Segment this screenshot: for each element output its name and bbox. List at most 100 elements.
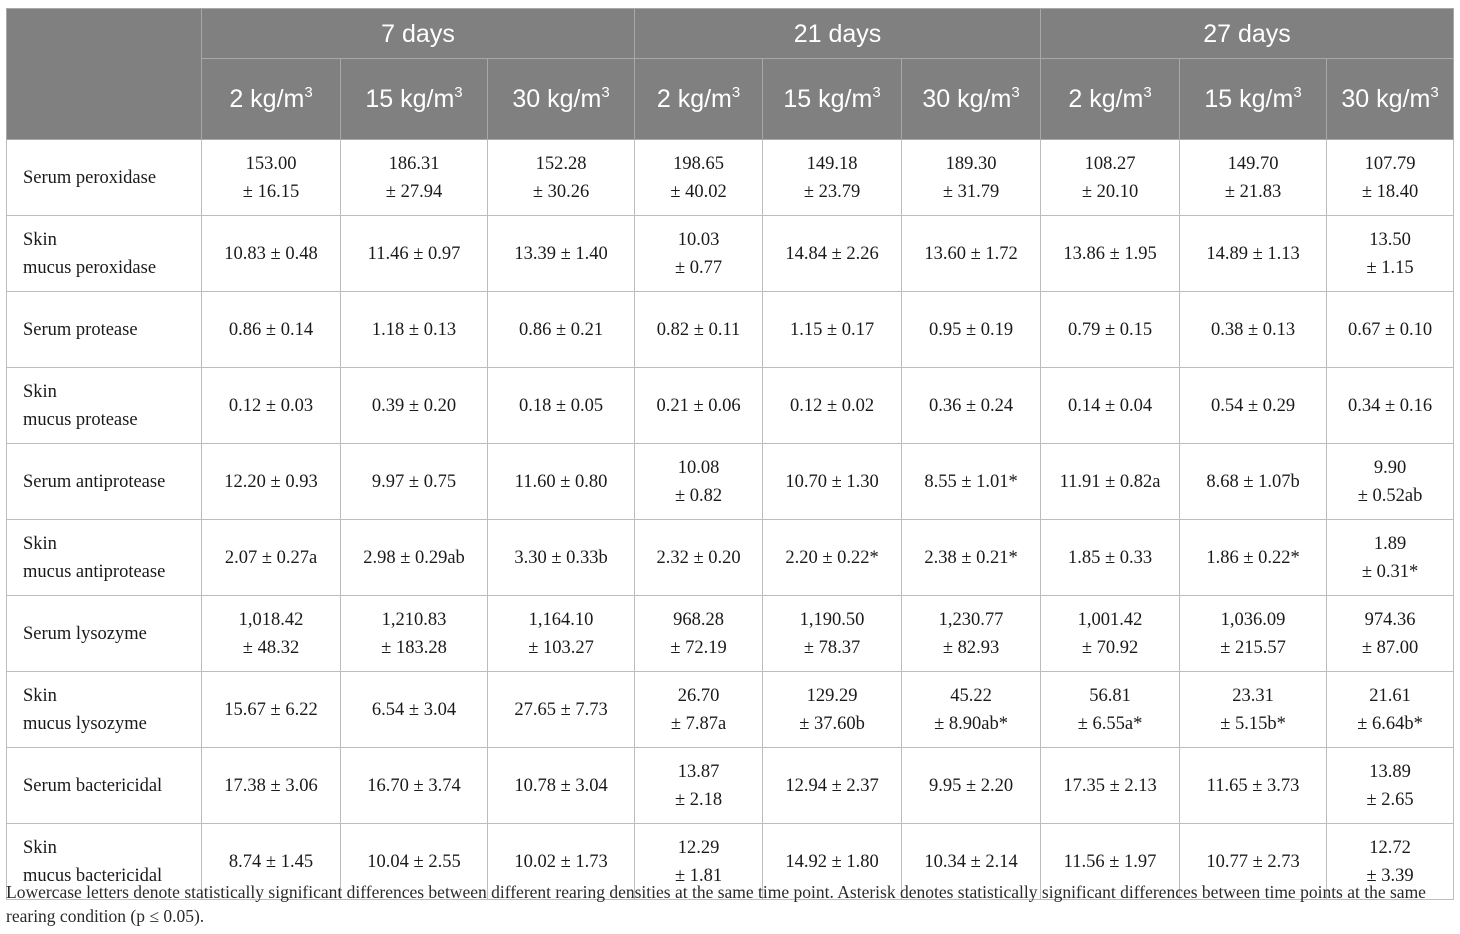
density-value: 30 kg/m bbox=[1341, 85, 1431, 113]
value-cell: 13.60 ± 1.72 bbox=[901, 215, 1042, 292]
value-text: 14.84 ± 2.26 bbox=[785, 243, 879, 264]
density-value: 2 kg/m bbox=[1068, 85, 1144, 113]
value-text: 27.65 ± 7.73 bbox=[514, 699, 608, 720]
value-cell: 10.34 ± 2.14 bbox=[901, 823, 1042, 900]
density-header-cell: 15 kg/m3 bbox=[762, 58, 903, 140]
value-cell: 56.81 ± 6.55a* bbox=[1040, 671, 1181, 748]
value-cell: 1,001.42 ± 70.92 bbox=[1040, 595, 1181, 672]
table-row: Skin mucus protease 0.12 ± 0.03 0.39 ± 0.20… bbox=[6, 367, 1455, 444]
value-text: 14.89 ± 1.13 bbox=[1206, 243, 1300, 264]
value-text: 13.60 ± 1.72 bbox=[924, 243, 1018, 264]
value-cell: 9.95 ± 2.20 bbox=[901, 747, 1042, 824]
value-cell: 12.94 ± 2.37 bbox=[762, 747, 903, 824]
density-header-cell: 30 kg/m3 bbox=[486, 58, 636, 140]
value-cell: 2.98 ± 0.29ab bbox=[340, 519, 488, 596]
value-text: 10.08 bbox=[677, 457, 720, 478]
value-cell: 0.34 ± 0.16 bbox=[1326, 367, 1455, 444]
value-cell: 1.15 ± 0.17 bbox=[762, 291, 903, 368]
value-cell: 26.70 ± 7.87a bbox=[634, 671, 764, 748]
value-cell: 45.22 ± 8.90ab* bbox=[901, 671, 1042, 748]
value-cell: 2.32 ± 0.20 bbox=[634, 519, 764, 596]
value-text: 45.22 bbox=[950, 685, 992, 706]
row-label-cell: Serum lysozyme bbox=[6, 595, 202, 672]
table-row: Skin mucus peroxidase 10.83 ± 0.48 11.46 ± … bbox=[6, 215, 1455, 292]
value-text: 1,001.42 bbox=[1077, 609, 1143, 630]
value-text: 149.18 bbox=[806, 153, 858, 174]
value-text: 56.81 bbox=[1089, 685, 1131, 706]
value-text: 0.82 ± 0.11 bbox=[656, 319, 741, 340]
row-label-cell: Skin mucus peroxidase bbox=[6, 215, 202, 292]
value-text: 129.29 bbox=[806, 685, 858, 706]
value-cell: 27.65 ± 7.73 bbox=[486, 671, 636, 748]
value-cell: 149.70 ± 21.83 bbox=[1179, 139, 1328, 216]
value-cell: 1.85 ± 0.33 bbox=[1040, 519, 1181, 596]
value-cell: 1.18 ± 0.13 bbox=[340, 291, 488, 368]
density-value: 2 kg/m bbox=[656, 85, 732, 113]
value-text: 0.34 ± 0.16 bbox=[1347, 395, 1433, 416]
value-cell: 3.30 ± 0.33b bbox=[486, 519, 636, 596]
value-text: ± 82.93 bbox=[942, 637, 1000, 658]
value-cell: 1,164.10 ± 103.27 bbox=[486, 595, 636, 672]
table-row: Serum peroxidase 153.00 ± 16.15 186.31 ± 27.… bbox=[6, 139, 1455, 216]
results-table: 7 days 21 days 27 days 2 kg/m3 15 kg/m3 30… bbox=[6, 8, 1455, 900]
value-text: ± 3.39 bbox=[1366, 865, 1414, 886]
density-value: 15 kg/m bbox=[1204, 85, 1294, 113]
density-value: 30 kg/m bbox=[922, 85, 1012, 113]
value-cell: 2.07 ± 0.27a bbox=[201, 519, 341, 596]
group-header-21-days: 21 days bbox=[634, 8, 1042, 59]
value-text: 13.39 ± 1.40 bbox=[514, 243, 608, 264]
value-text: 8.74 ± 1.45 bbox=[228, 851, 314, 872]
value-cell: 14.84 ± 2.26 bbox=[762, 215, 903, 292]
unit-exponent: 3 bbox=[1011, 84, 1020, 101]
unit-exponent: 3 bbox=[872, 84, 881, 101]
row-label-text: Skin bbox=[23, 685, 57, 706]
value-text: 1,164.10 bbox=[528, 609, 594, 630]
value-text: ± 31.79 bbox=[942, 181, 1000, 202]
value-text: 0.12 ± 0.02 bbox=[789, 395, 875, 416]
value-cell: 0.21 ± 0.06 bbox=[634, 367, 764, 444]
value-text: 0.39 ± 0.20 bbox=[371, 395, 457, 416]
row-label-text: mucus peroxidase bbox=[23, 257, 157, 278]
value-cell: 189.30 ± 31.79 bbox=[901, 139, 1042, 216]
density-header-cell: 2 kg/m3 bbox=[1040, 58, 1181, 140]
value-text: ± 40.02 bbox=[670, 181, 727, 202]
value-text: ± 30.26 bbox=[532, 181, 590, 202]
value-cell: 1,210.83 ± 183.28 bbox=[340, 595, 488, 672]
value-text: 11.46 ± 0.97 bbox=[367, 243, 461, 264]
value-text: 2.20 ± 0.22* bbox=[785, 547, 879, 568]
table-row: Skin mucus antiprotease 2.07 ± 0.27a 2.98 ±… bbox=[6, 519, 1455, 596]
value-text: 17.38 ± 3.06 bbox=[224, 775, 318, 796]
value-text: 1,210.83 bbox=[381, 609, 447, 630]
value-text: 11.56 ± 1.97 bbox=[1063, 851, 1157, 872]
value-text: ± 16.15 bbox=[242, 181, 300, 202]
value-text: ± 0.82 bbox=[674, 485, 723, 506]
value-text: ± 7.87a bbox=[670, 713, 727, 734]
value-text: ± 2.18 bbox=[674, 789, 723, 810]
value-cell: 14.92 ± 1.80 bbox=[762, 823, 903, 900]
value-cell: 0.14 ± 0.04 bbox=[1040, 367, 1181, 444]
value-cell: 0.12 ± 0.03 bbox=[201, 367, 341, 444]
value-text: 6.54 ± 3.04 bbox=[371, 699, 457, 720]
value-text: 26.70 bbox=[677, 685, 720, 706]
value-cell: 0.86 ± 0.14 bbox=[201, 291, 341, 368]
value-cell: 0.79 ± 0.15 bbox=[1040, 291, 1181, 368]
value-cell: 8.74 ± 1.45 bbox=[201, 823, 341, 900]
value-text: 1,230.77 bbox=[938, 609, 1004, 630]
row-label-text: Serum peroxidase bbox=[23, 167, 157, 188]
value-text: ± 78.37 bbox=[803, 637, 861, 658]
value-cell: 13.39 ± 1.40 bbox=[486, 215, 636, 292]
value-cell: 198.65 ± 40.02 bbox=[634, 139, 764, 216]
value-text: ± 20.10 bbox=[1081, 181, 1139, 202]
value-text: ± 0.31* bbox=[1361, 561, 1419, 582]
table-row: Skin mucus lysozyme 15.67 ± 6.22 6.54 ± 3.0… bbox=[6, 671, 1455, 748]
value-text: ± 103.27 bbox=[528, 637, 594, 658]
value-cell: 2.20 ± 0.22* bbox=[762, 519, 903, 596]
value-text: ± 48.32 bbox=[242, 637, 300, 658]
value-text: ± 21.83 bbox=[1224, 181, 1282, 202]
value-text: 10.77 ± 2.73 bbox=[1206, 851, 1300, 872]
value-cell: 974.36 ± 87.00 bbox=[1326, 595, 1455, 672]
value-cell: 12.20 ± 0.93 bbox=[201, 443, 341, 520]
value-text: 1.15 ± 0.17 bbox=[789, 319, 875, 340]
value-text: ± 6.64b* bbox=[1357, 713, 1423, 734]
value-text: ± 5.15b* bbox=[1220, 713, 1286, 734]
